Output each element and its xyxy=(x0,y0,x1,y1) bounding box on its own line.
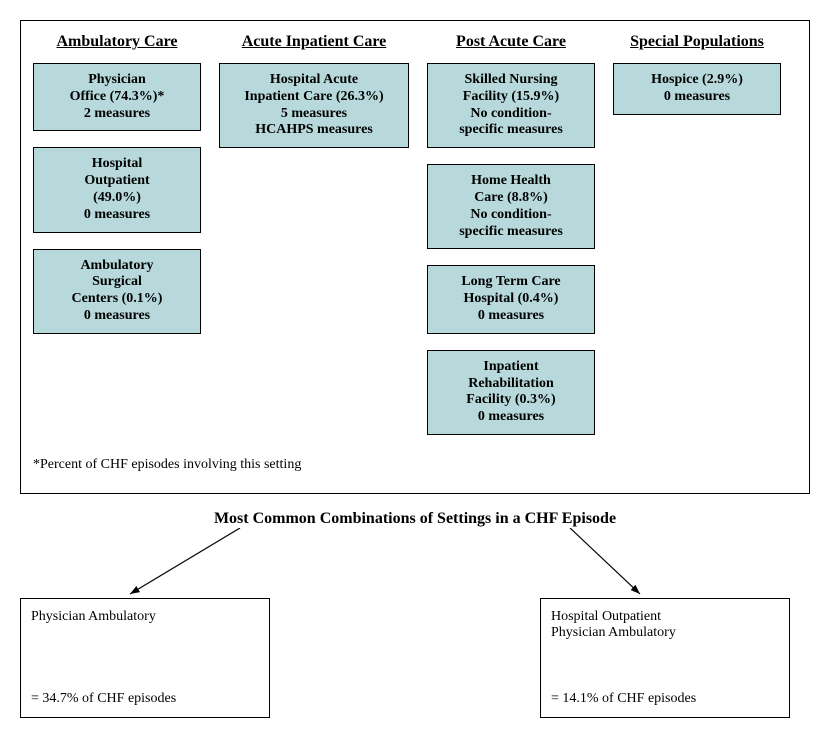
card-line: Hospital Acute xyxy=(226,72,402,89)
setting-card: Hospice (2.9%)0 measures xyxy=(613,63,781,115)
card-line: Long Term Care xyxy=(434,274,588,291)
combo-title-line: Physician Ambulatory xyxy=(551,625,779,641)
footnote: *Percent of CHF episodes involving this … xyxy=(33,457,797,473)
combo-title-line: Hospital Outpatient xyxy=(551,609,779,625)
column-header: Special Populations xyxy=(613,33,781,51)
card-line: (49.0%) xyxy=(40,190,194,207)
card-line: Hospital xyxy=(40,156,194,173)
card-line: Facility (0.3%) xyxy=(434,392,588,409)
main-panel: Ambulatory Care PhysicianOffice (74.3%)*2… xyxy=(20,20,810,494)
setting-card: Home HealthCare (8.8%)No condition-speci… xyxy=(427,164,595,249)
column-header: Acute Inpatient Care xyxy=(219,33,409,51)
combo-title-line: Physician Ambulatory xyxy=(31,609,259,625)
setting-card: Long Term CareHospital (0.4%)0 measures xyxy=(427,265,595,333)
arrow-line xyxy=(130,528,240,594)
card-line: 0 measures xyxy=(434,308,588,325)
card-line: Surgical xyxy=(40,274,194,291)
setting-card: AmbulatorySurgicalCenters (0.1%)0 measur… xyxy=(33,249,201,334)
setting-card: Skilled NursingFacility (15.9%)No condit… xyxy=(427,63,595,148)
card-line: specific measures xyxy=(434,224,588,241)
arrow-line xyxy=(570,528,640,594)
setting-card: PhysicianOffice (74.3%)*2 measures xyxy=(33,63,201,131)
card-line: 0 measures xyxy=(40,308,194,325)
card-line: HCAHPS measures xyxy=(226,122,402,139)
card-line: Home Health xyxy=(434,173,588,190)
combo-percent: = 34.7% of CHF episodes xyxy=(31,691,259,707)
column-header: Post Acute Care xyxy=(427,33,595,51)
card-line: Office (74.3%)* xyxy=(40,89,194,106)
card-line: Rehabilitation xyxy=(434,376,588,393)
card-line: Facility (15.9%) xyxy=(434,89,588,106)
subtitle: Most Common Combinations of Settings in … xyxy=(20,510,810,528)
column-3: Special Populations Hospice (2.9%)0 measu… xyxy=(613,33,781,131)
setting-card: Hospital AcuteInpatient Care (26.3%)5 me… xyxy=(219,63,409,148)
card-line: Hospice (2.9%) xyxy=(620,72,774,89)
combo-title: Physician Ambulatory xyxy=(31,609,259,625)
card-line: No condition- xyxy=(434,207,588,224)
card-line: specific measures xyxy=(434,122,588,139)
combo-percent: = 14.1% of CHF episodes xyxy=(551,691,779,707)
card-line: Ambulatory xyxy=(40,258,194,275)
card-line: Care (8.8%) xyxy=(434,190,588,207)
card-line: Hospital (0.4%) xyxy=(434,291,588,308)
combo-box: Hospital OutpatientPhysician Ambulatory =… xyxy=(540,598,790,718)
card-line: Inpatient Care (26.3%) xyxy=(226,89,402,106)
setting-card: HospitalOutpatient(49.0%)0 measures xyxy=(33,147,201,232)
combo-box: Physician Ambulatory = 34.7% of CHF episo… xyxy=(20,598,270,718)
setting-card: InpatientRehabilitationFacility (0.3%)0 … xyxy=(427,350,595,435)
card-line: Centers (0.1%) xyxy=(40,291,194,308)
card-line: Skilled Nursing xyxy=(434,72,588,89)
card-line: 0 measures xyxy=(434,409,588,426)
card-line: 0 measures xyxy=(40,207,194,224)
card-line: Physician xyxy=(40,72,194,89)
columns-row: Ambulatory Care PhysicianOffice (74.3%)*2… xyxy=(33,33,797,451)
combo-title: Hospital OutpatientPhysician Ambulatory xyxy=(551,609,779,641)
column-1: Acute Inpatient Care Hospital AcuteInpati… xyxy=(219,33,409,164)
card-line: Outpatient xyxy=(40,173,194,190)
combinations-row: Physician Ambulatory = 34.7% of CHF episo… xyxy=(20,528,810,728)
card-line: 0 measures xyxy=(620,89,774,106)
column-header: Ambulatory Care xyxy=(33,33,201,51)
column-0: Ambulatory Care PhysicianOffice (74.3%)*2… xyxy=(33,33,201,350)
card-line: 2 measures xyxy=(40,106,194,123)
card-line: Inpatient xyxy=(434,359,588,376)
column-2: Post Acute CareSkilled NursingFacility (… xyxy=(427,33,595,451)
card-line: 5 measures xyxy=(226,106,402,123)
card-line: No condition- xyxy=(434,106,588,123)
